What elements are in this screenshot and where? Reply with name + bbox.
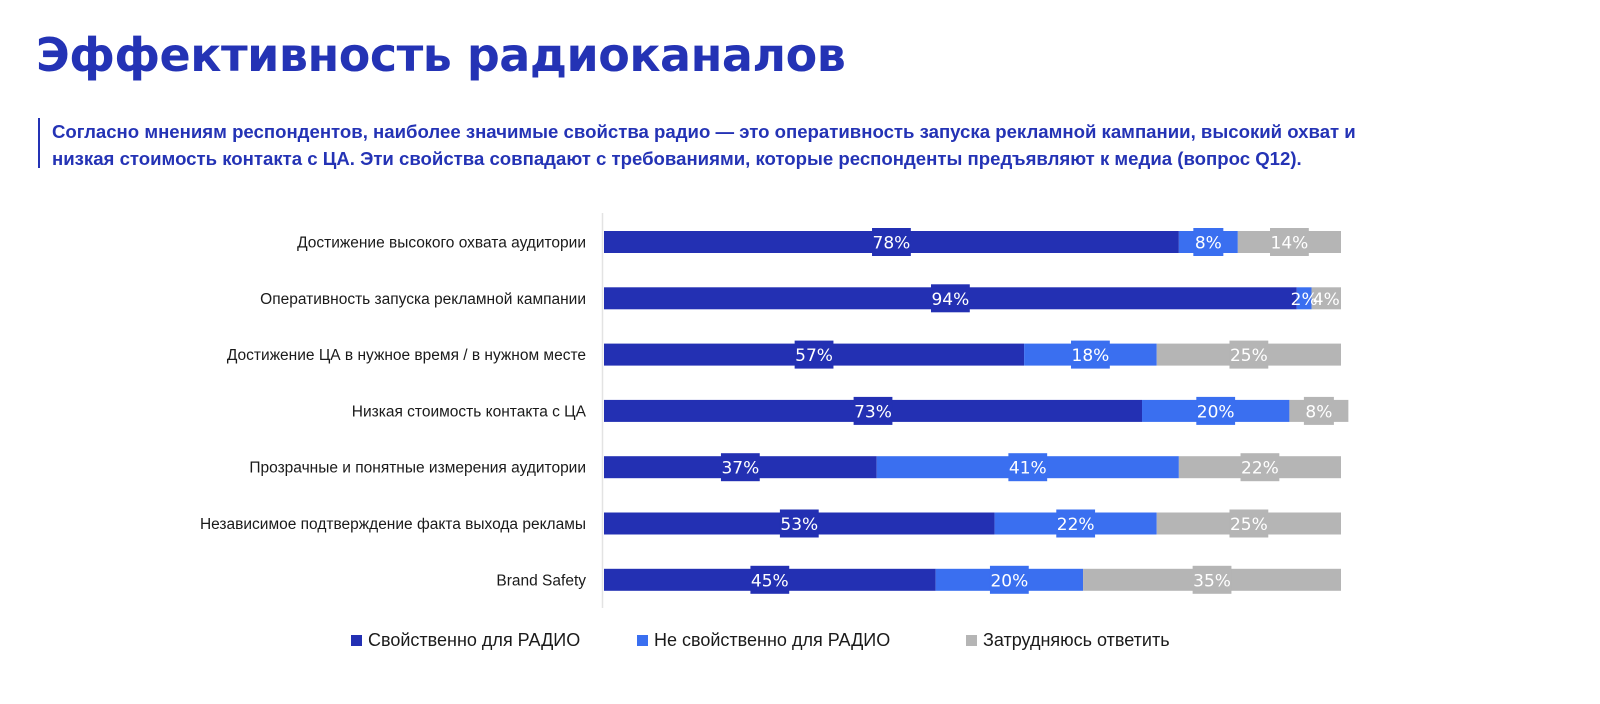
data-label-tab-series-2 — [1071, 340, 1110, 369]
subtitle-block: Согласно мнениям респондентов, наиболее … — [38, 118, 1356, 169]
legend-swatch-series-3 — [966, 635, 977, 646]
data-label-tab-series-3 — [1229, 509, 1269, 538]
data-label-series-3: 25% — [1230, 346, 1268, 366]
page-title: Эффективность радиоканалов — [36, 28, 846, 82]
data-label-tab-series-1 — [930, 284, 970, 313]
category-label: Независимое подтверждение факта выхода р… — [200, 516, 586, 533]
data-label-tab-series-1 — [794, 340, 834, 369]
data-label-tab-series-2 — [1193, 228, 1224, 256]
data-label-series-1: 53% — [780, 515, 818, 535]
legend: Свойственно для РАДИО Не свойственно для… — [0, 630, 1600, 656]
data-label-series-1: 57% — [795, 346, 833, 366]
data-label-tab-series-3 — [1240, 453, 1280, 482]
data-label-series-3: 35% — [1193, 571, 1231, 591]
data-label-tab-series-2 — [1196, 396, 1236, 425]
data-label-series-2: 8% — [1195, 234, 1222, 254]
legend-swatch-series-1 — [351, 635, 362, 646]
data-label-tab-series-3 — [1303, 396, 1334, 425]
data-label-series-3: 22% — [1241, 459, 1279, 479]
data-label-series-1: 45% — [751, 571, 789, 591]
data-label-series-2: 22% — [1057, 515, 1095, 535]
category-label: Brand Safety — [496, 572, 586, 589]
data-label-series-1: 73% — [854, 402, 892, 422]
data-label-series-3: 4% — [1313, 290, 1340, 310]
data-label-series-2: 20% — [990, 571, 1028, 591]
legend-label-series-3: Затрудняюсь ответить — [983, 630, 1170, 650]
legend-item-series-1: Свойственно для РАДИО — [351, 630, 580, 651]
data-label-tab-series-3 — [1229, 340, 1269, 369]
category-labels-group: Достижение высокого охвата аудитории Опер… — [200, 235, 587, 590]
data-label-tab-series-1 — [779, 509, 819, 538]
legend-item-series-3: Затрудняюсь ответить — [966, 630, 1170, 651]
subtitle-line-1: Согласно мнениям респондентов, наиболее … — [52, 121, 1356, 142]
category-label: Низкая стоимость контакта с ЦА — [352, 403, 587, 420]
data-label-tab-series-3 — [1192, 565, 1232, 594]
data-label-tab-series-1 — [720, 453, 760, 482]
bar-segment-series-2 — [1296, 287, 1312, 310]
category-label: Достижение ЦА в нужное время / в нужном … — [227, 347, 586, 364]
data-label-series-1: 37% — [721, 459, 759, 479]
legend-label-series-1: Свойственно для РАДИО — [368, 630, 581, 650]
bar-segment-series-3 — [1311, 287, 1341, 310]
bars-group: 78% 8% 14% 94% 2%4% 57% 18% 25% 73% 20% 8% 37% 41% 22… — [604, 228, 1349, 594]
data-label-tab-series-3 — [1270, 228, 1309, 256]
subtitle-line-2: низкая стоимость контакта с ЦА. Эти свой… — [52, 148, 1302, 169]
data-label-series-3: 8% — [1305, 402, 1332, 422]
legend-label-series-2: Не свойственно для РАДИО — [654, 630, 891, 650]
data-label-series-2: 20% — [1197, 402, 1235, 422]
data-label-tab-series-2 — [989, 565, 1029, 594]
data-label-tab-series-1 — [750, 565, 790, 594]
data-label-series-3: 25% — [1230, 515, 1268, 535]
data-label-series-3: 14% — [1271, 234, 1309, 254]
data-label-tab-series-2 — [1056, 509, 1096, 538]
data-label-series-2: 18% — [1072, 346, 1110, 366]
legend-swatch-series-2 — [637, 635, 648, 646]
category-label: Прозрачные и понятные измерения аудитори… — [249, 460, 586, 477]
category-label: Достижение высокого охвата аудитории — [297, 235, 586, 252]
data-label-tab-series-2 — [1008, 453, 1048, 482]
data-label-series-2: 41% — [1009, 459, 1047, 479]
data-label-series-1: 78% — [873, 234, 911, 254]
data-label-tab-series-1 — [853, 396, 893, 425]
data-label-tab-series-1 — [872, 228, 911, 256]
category-label: Оперативность запуска рекламной кампании — [260, 291, 586, 308]
data-label-series-2: 2% — [1291, 290, 1318, 310]
data-label-series-1: 94% — [931, 290, 969, 310]
legend-item-series-2: Не свойственно для РАДИО — [637, 630, 890, 651]
